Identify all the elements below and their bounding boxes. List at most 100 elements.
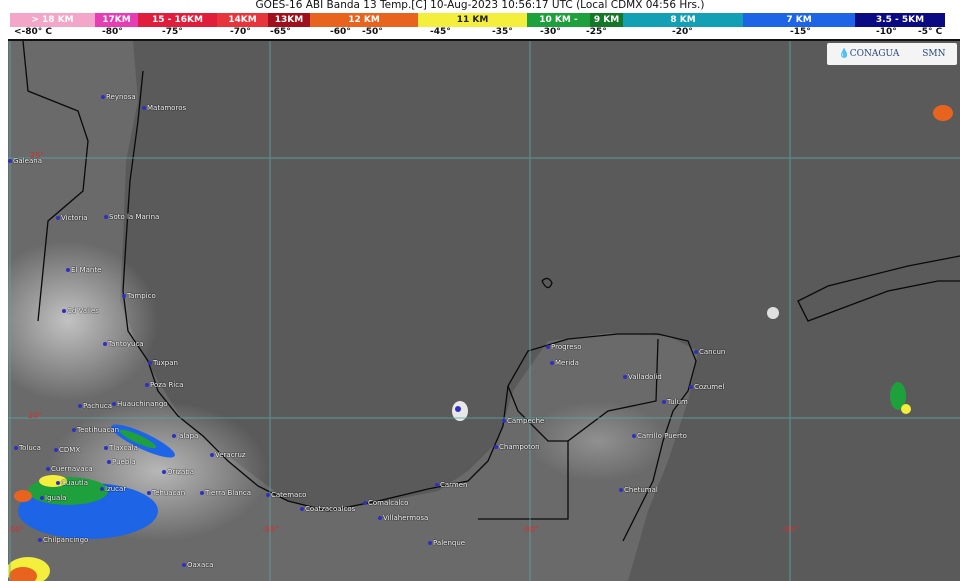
city-name: Matamoros — [147, 104, 187, 112]
temperature-tick: -50° — [362, 27, 383, 37]
legend-segment: 12 KM — [310, 13, 418, 27]
grid-label: -95° — [262, 525, 280, 534]
city-dot-icon — [162, 470, 166, 474]
city-label: Cozumel — [689, 383, 724, 392]
city-name: Tulum — [667, 398, 688, 406]
city-dot-icon — [619, 488, 623, 492]
city-dot-icon — [623, 375, 627, 379]
city-name: CDMX — [59, 446, 81, 454]
temperature-tick: -25° — [586, 27, 607, 37]
city-label: Cd Valles — [62, 307, 99, 316]
legend-segment: > 18 KM — [10, 13, 95, 27]
city-name: Tampico — [127, 292, 156, 300]
city-name: Tuxpan — [153, 359, 178, 367]
city-name: Teotihuacan — [77, 426, 120, 434]
city-label: Cancun — [694, 348, 725, 357]
city-label: Carmen — [435, 481, 468, 490]
city-label: Puebla — [107, 458, 136, 467]
city-label: Poza Rica — [145, 381, 183, 390]
temperature-tick: -10° — [876, 27, 897, 37]
city-label: Tehuacan — [147, 489, 185, 498]
city-dot-icon — [502, 419, 506, 423]
city-dot-icon — [428, 541, 432, 545]
city-name: Cancun — [699, 348, 726, 356]
city-name: Huauchinango — [117, 400, 168, 408]
city-dot-icon — [103, 342, 107, 346]
city-label: Palenque — [428, 539, 465, 548]
city-label: Reynosa — [101, 93, 136, 102]
city-dot-icon — [550, 361, 554, 365]
city-label: Carrillo Puerto — [632, 432, 687, 441]
city-name: Chilpancingo — [43, 536, 89, 544]
legend-segment: 7 KM — [743, 13, 855, 27]
city-name: Catemaco — [271, 491, 307, 499]
city-dot-icon — [100, 487, 104, 491]
city-label: Campeche — [502, 417, 544, 426]
city-label: Oaxaca — [182, 561, 213, 570]
city-dot-icon — [107, 460, 111, 464]
city-dot-icon — [14, 446, 18, 450]
temperature-tick: -35° — [492, 27, 513, 37]
lat-lon-grid — [8, 41, 960, 581]
city-name: Cd Valles — [67, 307, 99, 315]
legend-segment: 17KM — [95, 13, 138, 27]
city-name: Carmen — [440, 481, 468, 489]
city-label: Galeana — [8, 157, 42, 166]
temperature-tick: -20° — [672, 27, 693, 37]
city-dot-icon — [46, 467, 50, 471]
city-name: Progreso — [551, 343, 582, 351]
legend-segment: 14KM — [217, 13, 268, 27]
city-name: Jalapa — [177, 432, 199, 440]
city-name: Poza Rica — [150, 381, 184, 389]
city-label: Catemaco — [266, 491, 306, 500]
city-label: Matamoros — [142, 104, 186, 113]
city-dot-icon — [378, 516, 382, 520]
city-label: Iguala — [40, 494, 66, 503]
city-dot-icon — [210, 453, 214, 457]
city-dot-icon — [435, 483, 439, 487]
city-dot-icon — [145, 383, 149, 387]
city-label: Chilpancingo — [38, 536, 88, 545]
city-name: Oaxaca — [187, 561, 214, 569]
temperature-tick: -15° — [790, 27, 811, 37]
city-dot-icon — [632, 434, 636, 438]
city-label: Cuautla — [56, 479, 88, 488]
city-name: Veracruz — [215, 451, 246, 459]
city-label: Tampico — [122, 292, 156, 301]
city-name: Orizaba — [167, 468, 195, 476]
legend-segment: 9 KM — [590, 13, 623, 27]
image-title: GOES-16 ABI Banda 13 Temp.[C] 10-Aug-202… — [255, 0, 705, 11]
temperature-tick: -70° — [230, 27, 251, 37]
map-overlay — [8, 41, 960, 581]
legend-segment: 13KM — [268, 13, 310, 27]
city-dot-icon — [200, 491, 204, 495]
city-name: Valladolid — [628, 373, 662, 381]
city-dot-icon — [40, 496, 44, 500]
city-dot-icon — [104, 446, 108, 450]
temperature-tick: -45° — [430, 27, 451, 37]
agency-logos: 💧CONAGUA SMN — [827, 43, 957, 65]
city-name: Villahermosa — [383, 514, 429, 522]
city-dot-icon — [72, 428, 76, 432]
city-dot-icon — [300, 507, 304, 511]
city-dot-icon — [266, 493, 270, 497]
city-dot-icon — [38, 538, 42, 542]
city-dot-icon — [172, 434, 176, 438]
legend-segment: 3.5 - 5KM — [855, 13, 945, 27]
city-label: Veracruz — [210, 451, 246, 460]
altitude-color-legend: > 18 KM 17KM 15 - 16KM 14KM 13KM 12 KM 11 KM 10… — [10, 13, 945, 27]
city-label: Izucar — [100, 485, 126, 494]
city-label: Toluca — [14, 444, 41, 453]
city-dot-icon — [694, 350, 698, 354]
city-name: Palenque — [433, 539, 466, 547]
city-dot-icon — [56, 481, 60, 485]
city-dot-icon — [546, 345, 550, 349]
grid-label: 25° — [30, 151, 45, 160]
city-name: Comalcalco — [368, 499, 409, 507]
grid-label: -85° — [782, 525, 800, 534]
city-name: Cuernavaca — [51, 465, 93, 473]
satellite-map: 25° 20° -100° -95° -90° -85° Reynosa Matamoros… — [8, 39, 960, 581]
city-label: Valladolid — [623, 373, 662, 382]
city-dot-icon — [78, 404, 82, 408]
conagua-logo: 💧CONAGUA — [838, 49, 900, 59]
